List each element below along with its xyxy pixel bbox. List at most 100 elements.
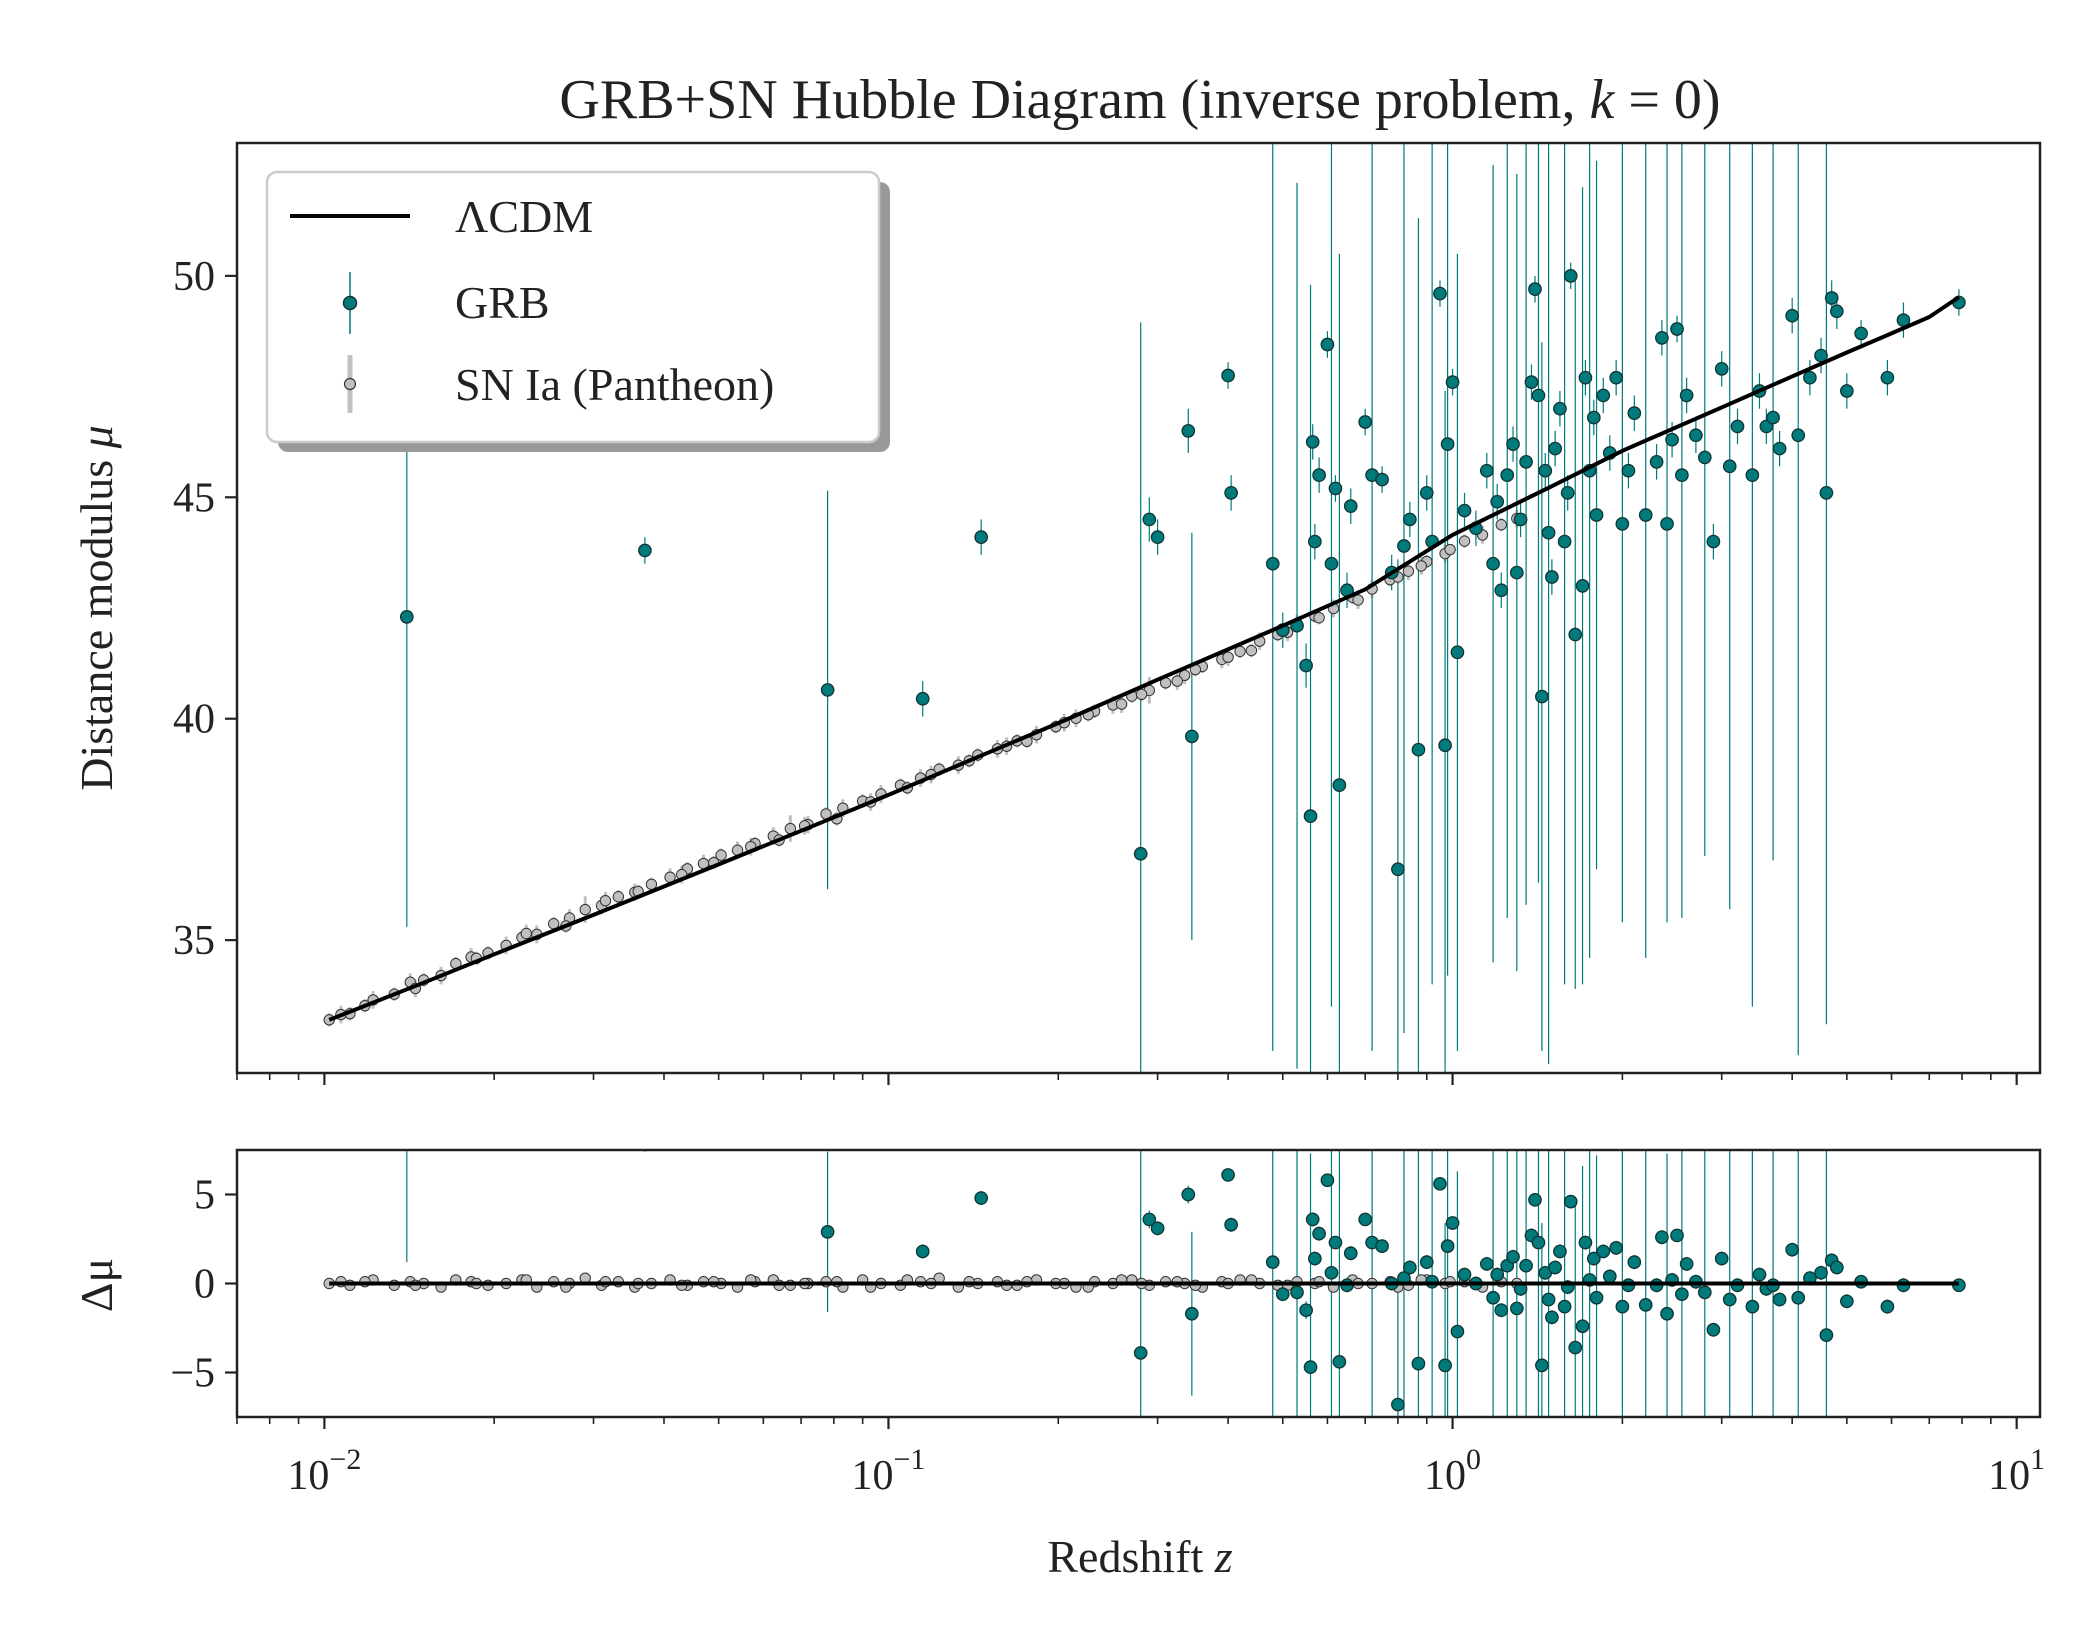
chart-title-part-3: = 0) <box>1614 69 1720 131</box>
bottom-grb-point <box>1627 1255 1642 1269</box>
bottom-grb-point <box>1411 1356 1426 1371</box>
top-grb-point <box>1545 570 1559 584</box>
top-grb-point <box>1402 512 1417 527</box>
top-grb-point <box>1438 738 1452 753</box>
bottom-grb-point <box>1332 1354 1347 1369</box>
bottom-grb-point <box>1320 1173 1335 1188</box>
bottom-grb-point <box>1142 1212 1157 1227</box>
top-grb-point <box>1324 556 1339 571</box>
bottom-grb-point <box>1324 1265 1339 1280</box>
top-grb-point <box>1665 432 1679 447</box>
top-grb-point <box>1649 455 1664 469</box>
bottom-grb-point <box>1785 1242 1800 1257</box>
bottom-grb-point <box>1343 1246 1358 1261</box>
bottom-grb-point <box>1578 1235 1593 1250</box>
x-tick-label-base: 10 <box>287 1453 329 1499</box>
bottom-grb-point <box>1638 1298 1653 1312</box>
bottom-grb-point <box>1557 1299 1572 1314</box>
top-sn-point <box>612 891 625 903</box>
top-grb-point <box>974 530 989 544</box>
bottom-grb-point <box>1528 1192 1542 1207</box>
bottom-grb-point <box>1880 1299 1895 1314</box>
bottom-plot-area <box>323 1150 1966 1417</box>
bottom-grb-point <box>1575 1319 1590 1334</box>
bottom-grb-point <box>1450 1324 1465 1339</box>
top-grb-point <box>1506 437 1520 451</box>
bottom-grb-point <box>1596 1244 1611 1259</box>
bottom-grb-point <box>915 1244 930 1259</box>
bottom-grb-point <box>1829 1260 1844 1275</box>
bottom-grb-point <box>1328 1235 1343 1250</box>
top-grb-point <box>1312 468 1326 482</box>
x-tick-label: 10−2 <box>287 1443 361 1499</box>
top-sn-point <box>1115 698 1128 710</box>
bottom-grb-point <box>1402 1260 1417 1275</box>
legend-sn-label: SN Ia (Pantheon) <box>455 359 774 410</box>
top-grb-point <box>1519 455 1533 469</box>
top-sn-point <box>599 895 612 907</box>
bottom-grb-point <box>1706 1322 1721 1337</box>
top-y-axis-label-symbol: μ <box>71 425 122 449</box>
legend: ΛCDM GRB SN Ia (Pantheon) <box>265 170 890 452</box>
top-grb-point <box>1563 269 1578 283</box>
top-grb-point <box>1524 375 1539 389</box>
bottom-grb-point <box>1589 1290 1604 1305</box>
bottom-grb-point <box>1490 1267 1505 1282</box>
bottom-grb-point <box>1486 1290 1500 1305</box>
top-grb-point <box>1638 508 1653 522</box>
top-y-ticks: 35 40 45 50 <box>173 254 237 964</box>
top-grb-point <box>1528 282 1542 296</box>
bottom-grb-point <box>1752 1267 1767 1282</box>
x-tick-label-base: 10 <box>1988 1453 2030 1499</box>
top-grb-point <box>1722 459 1737 474</box>
top-grb-point <box>1445 375 1460 389</box>
bottom-grb-point <box>1675 1287 1689 1302</box>
top-grb-point <box>1586 410 1601 425</box>
top-grb-point <box>1839 384 1854 398</box>
bottom-y-tick-label: 0 <box>194 1262 215 1308</box>
bottom-y-axis-label: Δμ <box>71 1258 122 1312</box>
top-grb-point <box>1670 322 1684 336</box>
x-tick-label-base: 10 <box>852 1453 894 1499</box>
top-grb-point <box>1535 689 1549 704</box>
legend-grb-marker <box>342 295 358 311</box>
top-grb-point <box>1358 415 1373 429</box>
x-tick-label-exponent: 0 <box>1466 1443 1481 1476</box>
x-tick-label-exponent: −1 <box>894 1443 926 1476</box>
top-sn-point <box>1313 612 1325 624</box>
bottom-grb-point <box>1150 1221 1165 1236</box>
bottom-grb-point <box>1358 1212 1373 1227</box>
top-grb-point <box>1305 435 1320 449</box>
top-grb-point <box>1265 556 1280 571</box>
bottom-grb-point <box>1563 1194 1578 1209</box>
bottom-grb-point <box>1819 1328 1834 1342</box>
bottom-grb-point <box>1553 1244 1567 1259</box>
top-grb-point <box>1184 729 1199 744</box>
bottom-y-tick-label: −5 <box>170 1351 215 1397</box>
top-grb-point <box>1494 583 1509 598</box>
bottom-grb-point <box>1839 1294 1854 1309</box>
top-grb-point <box>1375 472 1389 487</box>
bottom-grb-point <box>1519 1258 1533 1273</box>
bottom-grb-point <box>1303 1360 1318 1375</box>
top-grb-point <box>1332 778 1347 792</box>
x-tick-label-exponent: 1 <box>2030 1443 2045 1476</box>
bottom-grb-point <box>1184 1306 1199 1321</box>
top-grb-point <box>1829 304 1844 319</box>
bottom-grb-point <box>1479 1257 1494 1271</box>
top-grb-point <box>1689 428 1703 443</box>
top-grb-point <box>1500 468 1515 482</box>
x-axis-label: Redshift z <box>1047 1531 1232 1582</box>
top-y-tick-label: 50 <box>173 254 215 300</box>
bottom-grb-point <box>1586 1251 1601 1266</box>
bottom-grb-point <box>1714 1251 1729 1266</box>
bottom-grb-point <box>1221 1168 1235 1182</box>
top-grb-point <box>1621 463 1636 478</box>
top-grb-point <box>1150 530 1165 544</box>
top-grb-point <box>1854 326 1868 341</box>
top-grb-point <box>1730 419 1745 434</box>
bottom-grb-point <box>1440 1239 1455 1253</box>
bottom-grb-point <box>1568 1340 1583 1355</box>
bottom-grb-point <box>1772 1292 1787 1307</box>
